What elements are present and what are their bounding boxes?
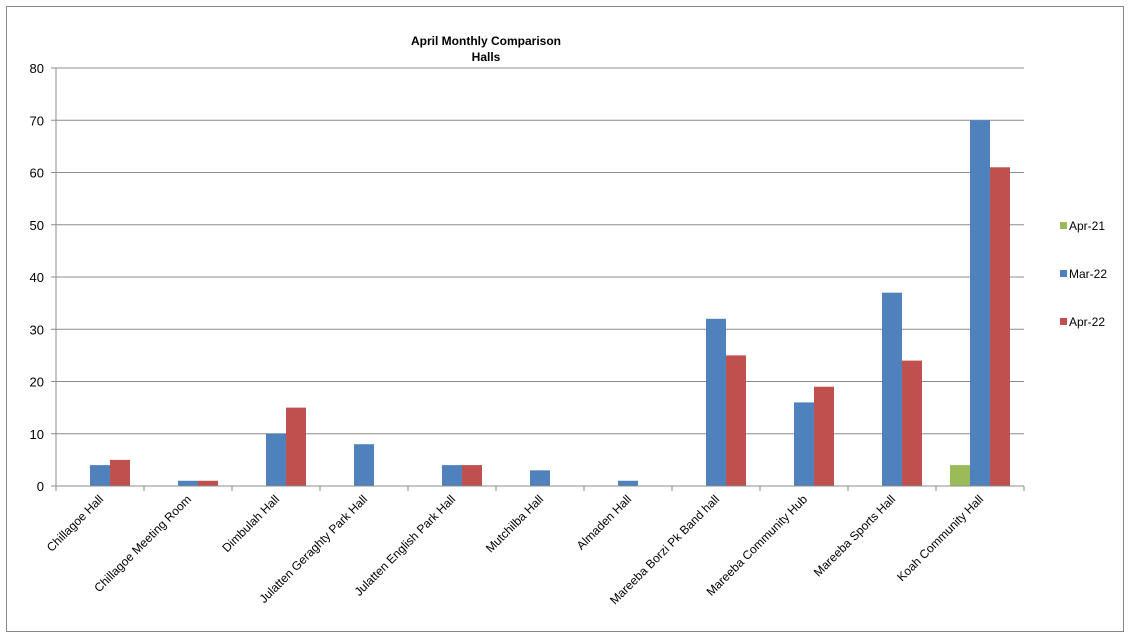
bar-mar-22	[90, 465, 110, 486]
bar-mar-22	[442, 465, 462, 486]
x-tick-label: Julatten English Park Hall	[352, 492, 459, 599]
x-tick-label: Dimbulah Hall	[219, 492, 282, 555]
bar-apr-22	[462, 465, 482, 486]
bar-mar-22	[266, 433, 286, 486]
bar-apr-22	[286, 407, 306, 486]
bar-apr-22	[902, 360, 922, 486]
y-axis-ticks: 0 10 20 30 40 50 60 70 80	[30, 61, 44, 494]
y-tick-label: 40	[30, 270, 44, 285]
x-tick-label: Mareeba Sports Hall	[811, 492, 898, 579]
bar-mar-22	[178, 480, 198, 486]
axes	[51, 67, 1025, 491]
bar-apr-22	[110, 459, 130, 486]
legend-label-apr-22: Apr-22	[1069, 315, 1105, 329]
bar-mar-22	[530, 470, 550, 486]
bar-apr-22	[814, 386, 834, 486]
legend-swatch-mar-22	[1060, 270, 1067, 277]
y-tick-label: 20	[30, 375, 44, 390]
bar-mar-22	[354, 444, 374, 486]
x-tick-label: Chillagoe Meeting Room	[91, 492, 194, 595]
y-tick-label: 30	[30, 322, 44, 337]
gridlines	[56, 67, 1024, 435]
x-tick-label: Mareeba Community Hub	[704, 492, 811, 599]
bar-apr-22	[726, 355, 746, 486]
y-tick-label: 0	[37, 479, 44, 494]
y-tick-label: 10	[30, 427, 44, 442]
legend-swatch-apr-21	[1060, 222, 1067, 229]
chart-title: April Monthly Comparison	[411, 34, 561, 48]
bar-apr-21	[950, 465, 970, 486]
chart-subtitle: Halls	[472, 50, 501, 64]
legend: Apr-21 Mar-22 Apr-22	[1060, 219, 1107, 329]
x-tick-label: Koah Community Hall	[894, 492, 986, 584]
y-tick-label: 80	[30, 61, 44, 76]
x-tick-label: Almaden Hall	[574, 492, 634, 552]
legend-label-apr-21: Apr-21	[1069, 219, 1105, 233]
bar-mar-22	[618, 480, 638, 486]
y-tick-label: 50	[30, 218, 44, 233]
legend-swatch-apr-22	[1060, 318, 1067, 325]
y-tick-label: 60	[30, 166, 44, 181]
bar-mar-22	[970, 120, 990, 486]
x-tick-label: Mutchilba Hall	[483, 492, 546, 555]
bars	[90, 120, 1010, 486]
bar-mar-22	[794, 402, 814, 486]
x-tick-label: Chillagoe Hall	[44, 492, 106, 554]
bar-apr-22	[990, 167, 1010, 486]
bar-mar-22	[706, 318, 726, 486]
bar-mar-22	[882, 292, 902, 486]
chart-frame	[6, 6, 1124, 632]
bar-apr-22	[198, 480, 218, 486]
y-tick-label: 70	[30, 113, 44, 128]
legend-label-mar-22: Mar-22	[1069, 267, 1107, 281]
